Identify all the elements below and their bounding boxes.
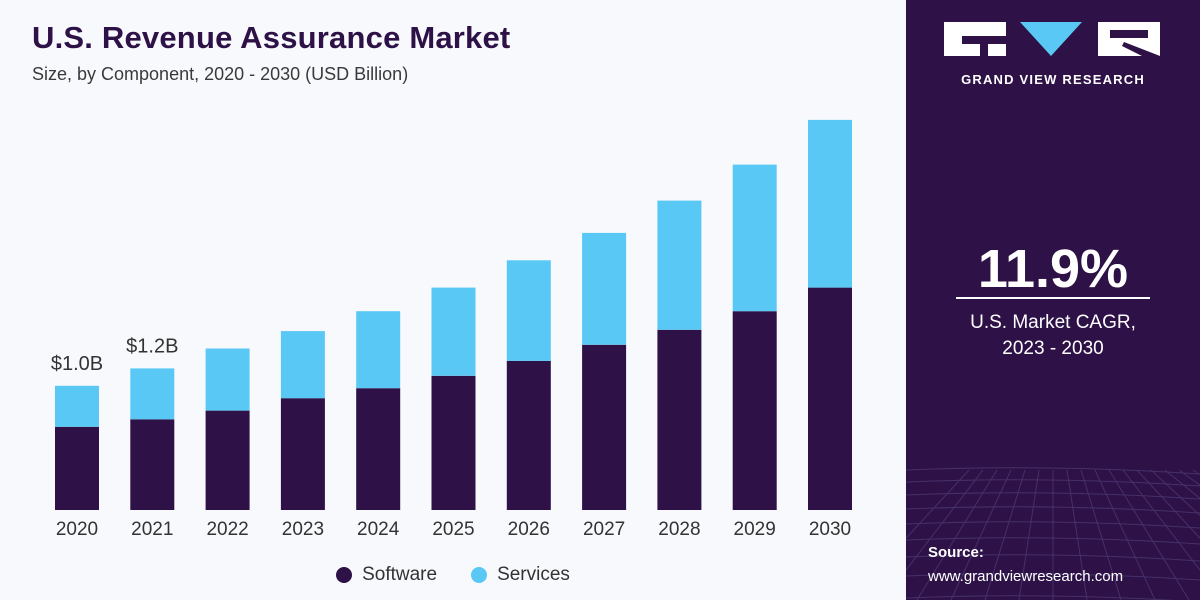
bar-software-2027 [582,344,627,510]
x-tick-label-2026: 2026 [508,519,550,540]
bar-software-2023 [280,398,325,510]
source-label: Source: [928,544,984,561]
bar-services-2027 [582,232,627,345]
x-tick-label-2020: 2020 [56,519,98,540]
cagr-value: 11.9% [977,239,1129,299]
bar-services-2026 [506,260,551,361]
legend-item-services: Services [471,564,570,586]
bar-software-2024 [356,388,401,510]
bar-software-2020 [55,426,99,510]
bar-software-2021 [130,419,175,510]
bar-services-2029 [732,164,777,312]
cagr-label: U.S. Market CAGR, 2023 - 2030 [906,310,1200,362]
bar-chart: $1.0B 2020 $1.2B 2021 2022 2023 2024 2025 2026 20… [51,119,852,540]
x-tick-label-2022: 2022 [206,519,248,540]
bar-software-2028 [657,329,702,510]
bar-services-2030 [808,119,852,288]
x-tick-label-2028: 2028 [658,519,700,540]
data-label-2020: $1.0B [51,353,103,375]
source-url[interactable]: www.grandviewresearch.com [928,568,1124,585]
cagr-label-line-1: U.S. Market CAGR, [970,312,1136,333]
chart-subtitle: Size, by Component, 2020 - 2030 (USD Bil… [32,64,409,84]
data-label-2021: $1.2B [126,335,178,357]
bar-services-2020 [55,385,99,427]
x-tick-label-2030: 2030 [809,519,851,540]
bar-services-2021 [130,368,175,420]
chart-title: U.S. Revenue Assurance Market [32,20,511,55]
bar-services-2023 [280,331,325,399]
gvr-logo-icon [944,22,1160,56]
side-panel: GRAND VIEW RESEARCH 11.9% U.S. Market CA… [906,0,1200,600]
bar-software-2022 [205,410,250,510]
wireframe-grid-decoration [906,467,1200,600]
chart-legend: Software Services [0,562,906,588]
bar-software-2029 [732,311,777,510]
x-tick-label-2023: 2023 [282,519,324,540]
bar-software-2026 [506,360,551,510]
legend-swatch-services [471,567,488,583]
bar-services-2024 [356,311,401,389]
x-tick-label-2029: 2029 [734,519,776,540]
x-tick-label-2024: 2024 [357,519,400,540]
legend-label-services: Services [497,564,570,585]
chart-panel: U.S. Revenue Assurance Market Size, by C… [0,20,906,588]
cagr-label-line-2: 2023 - 2030 [1002,338,1104,359]
x-tick-label-2021: 2021 [131,519,173,540]
legend-label-software: Software [362,564,438,585]
x-tick-label-2025: 2025 [432,519,474,540]
cagr-divider [956,297,1150,299]
bar-services-2022 [205,348,250,411]
bar-software-2025 [431,375,476,510]
bar-services-2028 [657,200,702,330]
x-tick-label-2027: 2027 [583,519,625,540]
bar-services-2025 [431,287,476,376]
brand-name: GRAND VIEW RESEARCH [961,72,1145,87]
bar-software-2030 [808,287,852,510]
legend-item-software: Software [336,564,437,586]
legend-swatch-software [336,567,353,583]
